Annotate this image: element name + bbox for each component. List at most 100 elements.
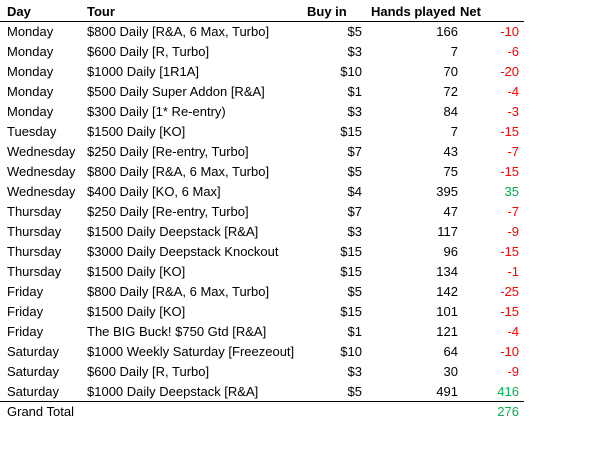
hands-played-cell: 101 [436,304,458,319]
day-cell: Wednesday [7,144,76,159]
net-cell: -6 [507,44,519,59]
buyin-cell: $15 [340,304,362,319]
day-cell: Tuesday [7,124,57,139]
hands-played-cell: 142 [436,284,458,299]
header-row: Day Tour Buy in Hands played Net [0,2,524,22]
buyin-cell: $7 [347,144,362,159]
buyin-cell: $15 [340,264,362,279]
day-cell: Saturday [7,344,60,359]
hands-played-cell: 30 [443,364,458,379]
net-cell: -15 [500,304,519,319]
hands-played-cell: 84 [443,104,458,119]
table-row: Monday $800 Daily [R&A, 6 Max, Turbo] $5 16… [0,22,524,42]
day-cell: Friday [7,324,44,339]
tournament-results-table: Day Tour Buy in Hands played Net Monday $… [0,2,524,422]
day-cell: Friday [7,284,44,299]
hands-played-cell: 117 [437,224,458,239]
day-cell: Wednesday [7,164,76,179]
table-row: Friday The BIG Buck! $750 Gtd [R&A] $1 121 -… [0,322,524,342]
table-body: Monday $800 Daily [R&A, 6 Max, Turbo] $5 16… [0,22,524,402]
day-cell: Monday [7,24,54,39]
net-cell: -25 [500,284,519,299]
buyin-cell: $3 [347,44,362,59]
buyin-cell: $5 [347,384,362,399]
net-cell: 35 [504,184,519,199]
grand-total-net: 276 [497,404,519,419]
day-cell: Monday [7,104,54,119]
tour-cell: $1000 Weekly Saturday [Freezeout] [87,344,295,359]
grand-total-label: Grand Total [7,404,74,419]
buyin-cell: $3 [347,104,362,119]
buyin-cell: $15 [340,124,362,139]
tour-cell: $250 Daily [Re-entry, Turbo] [87,204,249,219]
table-row: Monday $500 Daily Super Addon [R&A] $1 72 -4 [0,82,524,102]
table-row: Tuesday $1500 Daily [KO] $15 7 -15 [0,122,524,142]
net-cell: -15 [500,124,519,139]
table-row: Saturday $600 Daily [R, Turbo] $3 30 -9 [0,362,524,382]
table-row: Monday $1000 Daily [1R1A] $10 70 -20 [0,62,524,82]
hands-played-cell: 134 [436,264,458,279]
tour-cell: $400 Daily [KO, 6 Max] [87,184,221,199]
net-cell: 416 [497,384,519,399]
hands-played-cell: 72 [443,84,458,99]
day-cell: Wednesday [7,184,76,199]
net-cell: -15 [500,164,519,179]
tour-cell: $500 Daily Super Addon [R&A] [87,84,265,99]
table-row: Friday $1500 Daily [KO] $15 101 -15 [0,302,524,322]
hands-played-cell: 395 [436,184,458,199]
net-cell: -9 [507,364,519,379]
day-cell: Thursday [7,244,62,259]
table-row: Wednesday $800 Daily [R&A, 6 Max, Turbo] $… [0,162,524,182]
net-cell: -10 [500,344,519,359]
day-cell: Thursday [7,264,62,279]
buyin-cell: $10 [340,344,362,359]
net-cell: -7 [507,144,519,159]
tour-cell: $600 Daily [R, Turbo] [87,44,210,59]
tour-cell: $1000 Daily Deepstack [R&A] [87,384,259,399]
buyin-cell: $7 [347,204,362,219]
table-row: Thursday $1500 Daily Deepstack [R&A] $3 117… [0,222,524,242]
tour-cell: $600 Daily [R, Turbo] [87,364,210,379]
grand-total-row: Grand Total 276 [0,402,524,422]
day-cell: Saturday [7,384,60,399]
tour-cell: $1500 Daily Deepstack [R&A] [87,224,259,239]
net-cell: -15 [500,244,519,259]
net-cell: -20 [500,64,519,79]
header-day: Day [7,4,31,19]
day-cell: Monday [7,64,54,79]
day-cell: Thursday [7,224,62,239]
table-row: Monday $300 Daily [1* Re-entry) $3 84 -3 [0,102,524,122]
net-cell: -9 [507,224,519,239]
net-cell: -7 [507,204,519,219]
table-row: Thursday $1500 Daily [KO] $15 134 -1 [0,262,524,282]
buyin-cell: $3 [347,224,362,239]
hands-played-cell: 43 [443,144,458,159]
tour-cell: $1500 Daily [KO] [87,304,186,319]
tour-cell: $250 Daily [Re-entry, Turbo] [87,144,249,159]
tour-cell: $800 Daily [R&A, 6 Max, Turbo] [87,284,270,299]
table-row: Saturday $1000 Daily Deepstack [R&A] $5 491… [0,382,524,402]
header-hands-played: Hands played [371,4,456,19]
hands-played-cell: 166 [436,24,458,39]
hands-played-cell: 47 [443,204,458,219]
day-cell: Monday [7,84,54,99]
tour-cell: $800 Daily [R&A, 6 Max, Turbo] [87,164,270,179]
table-row: Thursday $250 Daily [Re-entry, Turbo] $7 47… [0,202,524,222]
net-cell: -3 [507,104,519,119]
table-row: Thursday $3000 Daily Deepstack Knockout $1… [0,242,524,262]
buyin-cell: $10 [340,64,362,79]
buyin-cell: $15 [340,244,362,259]
buyin-cell: $1 [347,324,362,339]
tour-cell: $1000 Daily [1R1A] [87,64,200,79]
tour-cell: The BIG Buck! $750 Gtd [R&A] [87,324,267,339]
hands-played-cell: 75 [443,164,458,179]
net-cell: -4 [507,84,519,99]
day-cell: Monday [7,44,54,59]
tour-cell: $800 Daily [R&A, 6 Max, Turbo] [87,24,270,39]
buyin-cell: $5 [347,24,362,39]
table-row: Saturday $1000 Weekly Saturday [Freezeout… [0,342,524,362]
table-row: Monday $600 Daily [R, Turbo] $3 7 -6 [0,42,524,62]
hands-played-cell: 96 [443,244,458,259]
hands-played-cell: 7 [450,44,458,59]
table-row: Friday $800 Daily [R&A, 6 Max, Turbo] $5 14… [0,282,524,302]
